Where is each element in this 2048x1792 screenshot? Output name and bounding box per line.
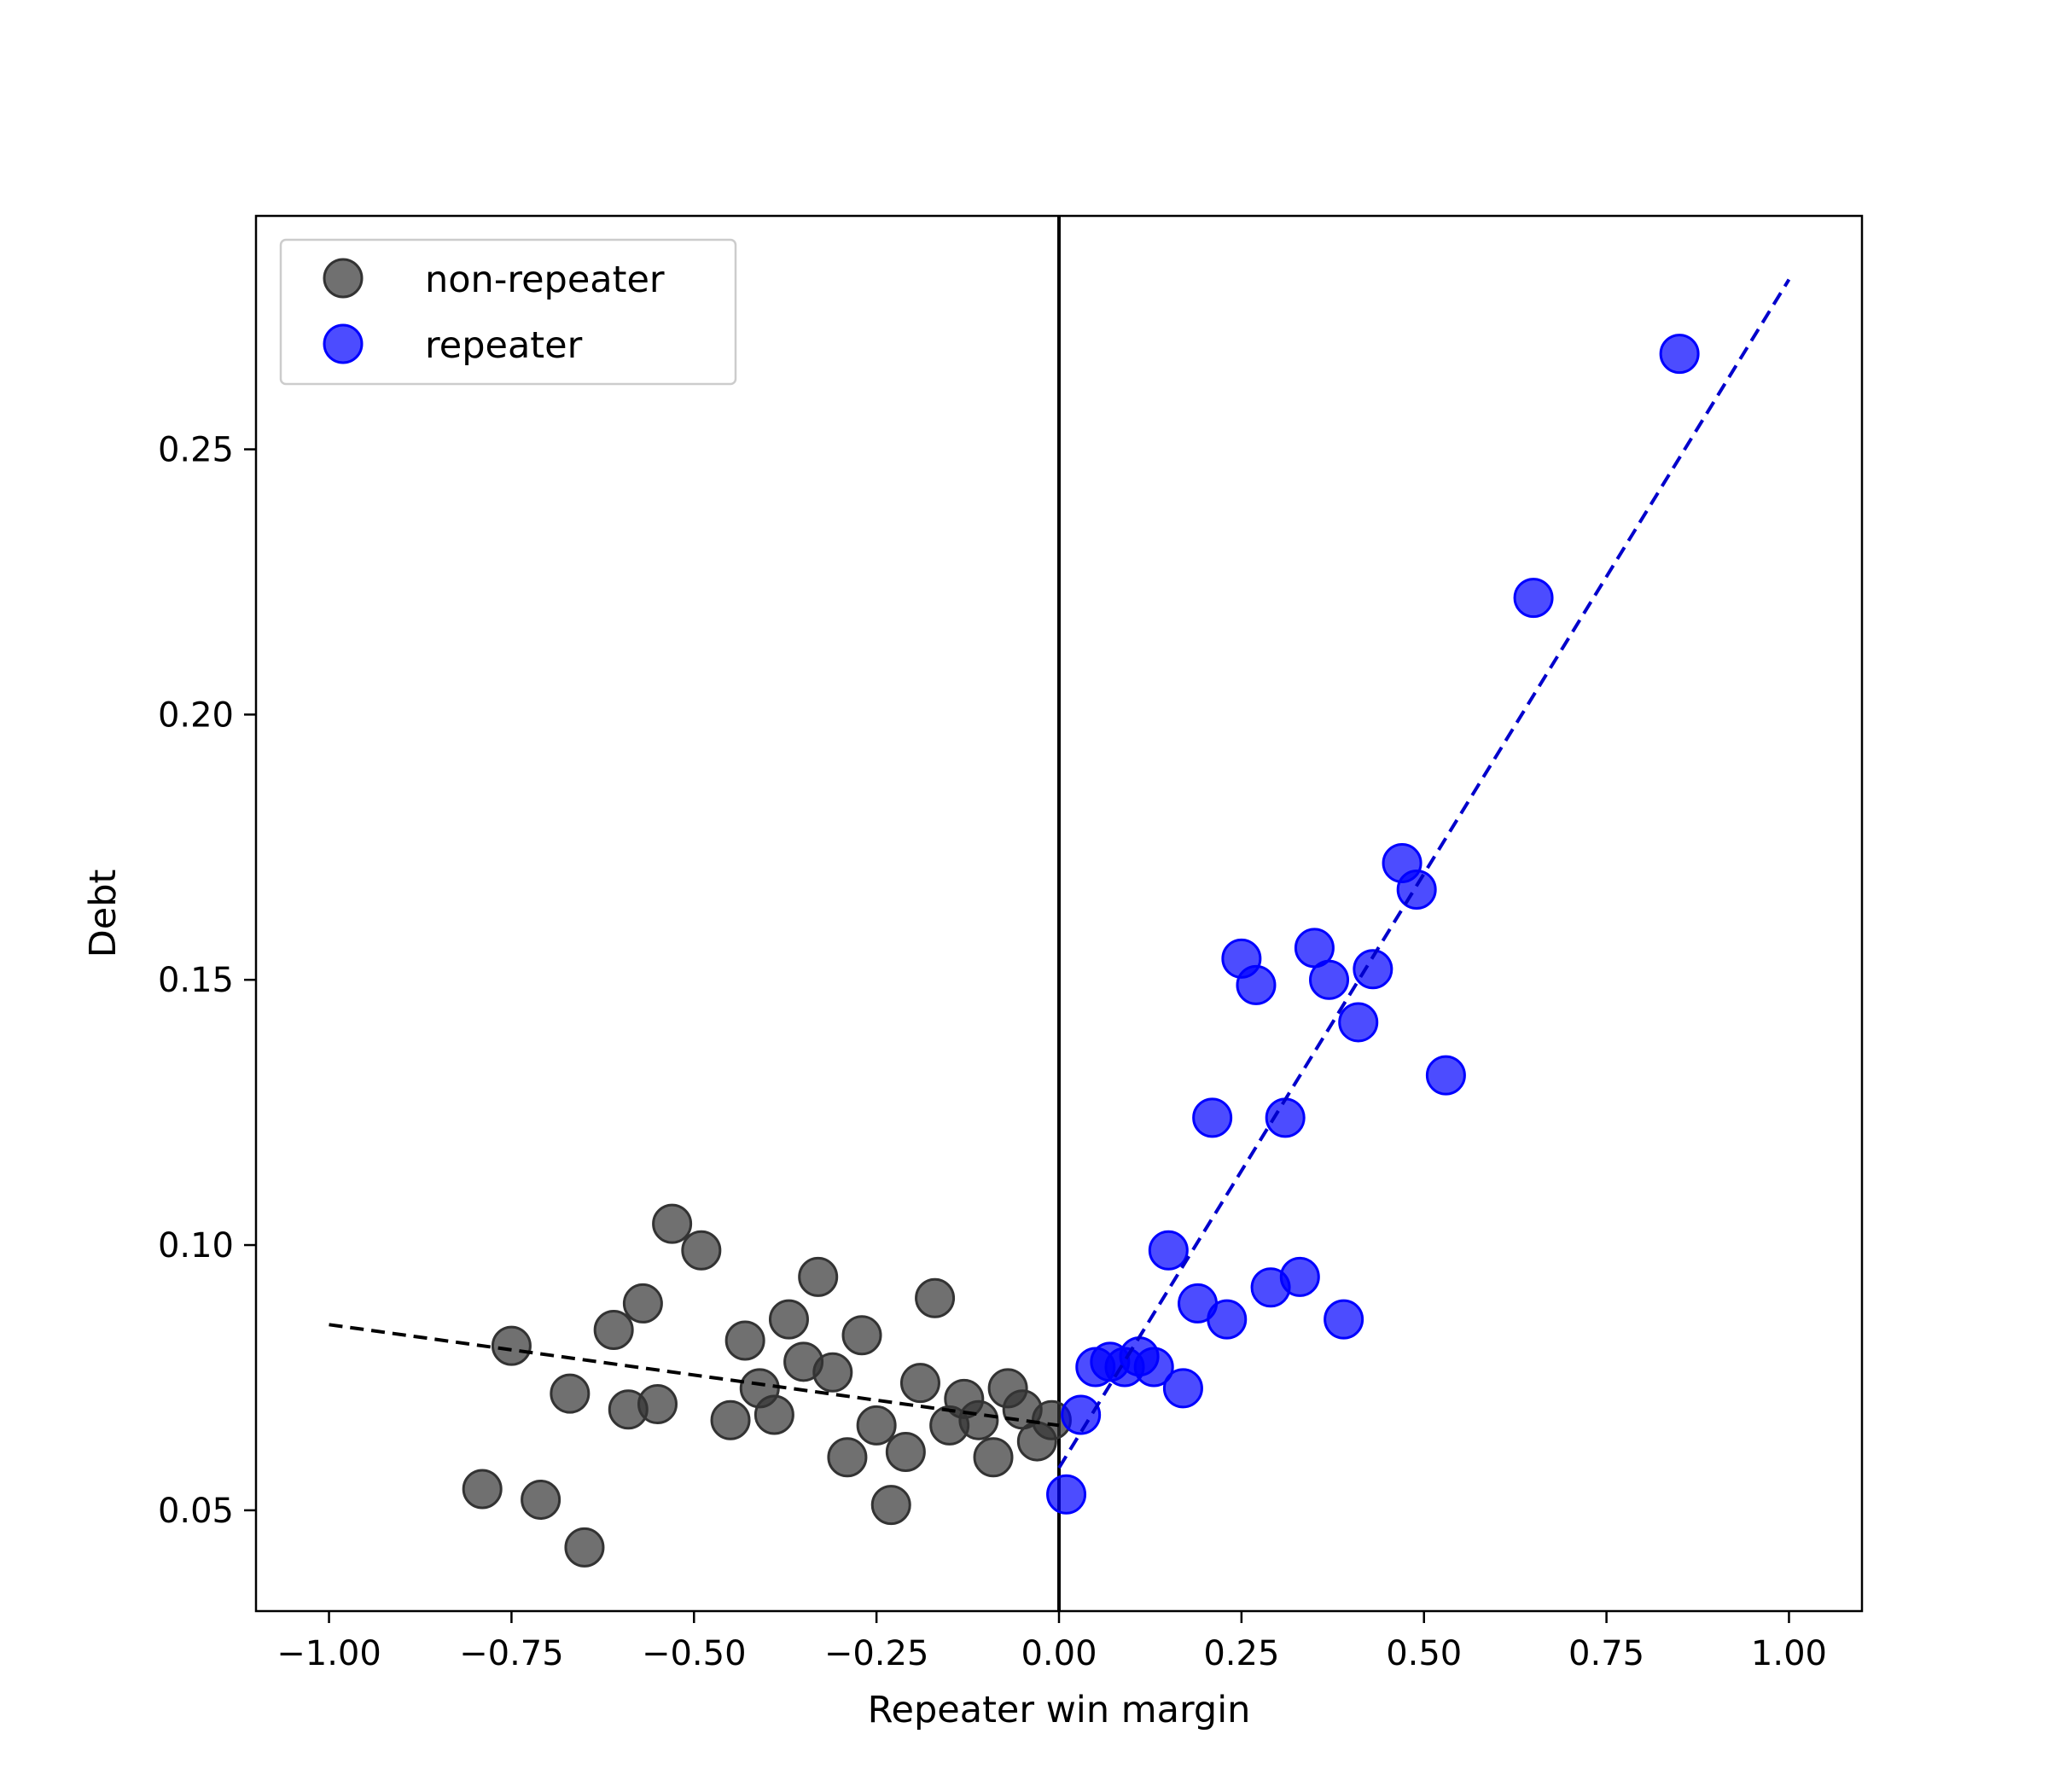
data-point (492, 1327, 530, 1364)
data-point (1237, 966, 1275, 1004)
fit-line-repeater (1059, 280, 1789, 1469)
x-tick-label: −0.25 (824, 1634, 929, 1673)
data-point (858, 1406, 895, 1444)
data-point (1208, 1300, 1246, 1338)
data-point (1311, 961, 1348, 998)
data-point (683, 1231, 720, 1269)
data-point (887, 1433, 924, 1470)
data-point (654, 1205, 691, 1242)
data-point (1398, 871, 1435, 909)
series-non-repeater (463, 1205, 1070, 1566)
series-repeater (1048, 335, 1699, 1514)
x-tick-label: −0.50 (642, 1634, 747, 1673)
legend-label-repeater: repeater (425, 324, 583, 367)
data-point (595, 1312, 632, 1349)
x-tick-label: −1.00 (276, 1634, 381, 1673)
data-point (755, 1396, 793, 1434)
data-point (1515, 579, 1552, 617)
legend-label-non-repeater: non-repeater (425, 259, 665, 301)
y-tick-label: 0.10 (158, 1226, 234, 1265)
data-point (975, 1439, 1012, 1476)
data-point (1325, 1300, 1363, 1338)
x-tick-label: 0.00 (1021, 1634, 1097, 1673)
data-point (712, 1401, 749, 1439)
data-point (1194, 1099, 1231, 1137)
data-point (814, 1353, 852, 1391)
data-point (901, 1364, 939, 1402)
data-point (1062, 1396, 1100, 1434)
data-point (1149, 1231, 1187, 1269)
data-point (1427, 1056, 1464, 1094)
y-tick-label: 0.20 (158, 695, 234, 735)
data-point (770, 1300, 807, 1338)
plot-area (329, 216, 1789, 1611)
y-tick-label: 0.25 (158, 431, 234, 470)
y-tick-label: 0.05 (158, 1492, 234, 1531)
legend-marker-non-repeater (324, 259, 362, 297)
data-point (522, 1481, 560, 1518)
x-tick-label: 1.00 (1751, 1634, 1827, 1673)
data-point (1164, 1370, 1201, 1407)
data-point (1048, 1475, 1085, 1513)
axes: −1.00 −0.75 −0.50 −0.25 0.00 0.25 0.50 0.75 1.00… (82, 216, 1862, 1731)
data-point (1340, 1004, 1377, 1041)
data-point (624, 1284, 661, 1322)
data-point (1661, 335, 1698, 373)
legend: non-repeater repeater (281, 240, 736, 384)
y-tick-label: 0.15 (158, 961, 234, 1000)
data-point (800, 1258, 837, 1295)
fit-line-non-repeater (329, 1324, 1059, 1425)
data-point (872, 1487, 910, 1524)
x-tick-label: 0.75 (1568, 1634, 1644, 1673)
data-point (829, 1439, 866, 1476)
data-point (843, 1317, 881, 1354)
legend-marker-repeater (324, 325, 362, 363)
data-point (566, 1528, 603, 1566)
data-point (639, 1386, 677, 1423)
data-point (960, 1401, 998, 1439)
x-axis-label: Repeater win margin (868, 1689, 1251, 1731)
data-point (726, 1322, 764, 1359)
data-point (916, 1279, 954, 1317)
x-tick-label: 0.50 (1386, 1634, 1462, 1673)
data-point (551, 1375, 589, 1412)
data-point (463, 1470, 501, 1508)
y-axis-label: Debt (82, 870, 125, 958)
x-tick-label: −0.75 (459, 1634, 564, 1673)
x-tick-label: 0.25 (1203, 1634, 1279, 1673)
data-point (1281, 1258, 1318, 1295)
